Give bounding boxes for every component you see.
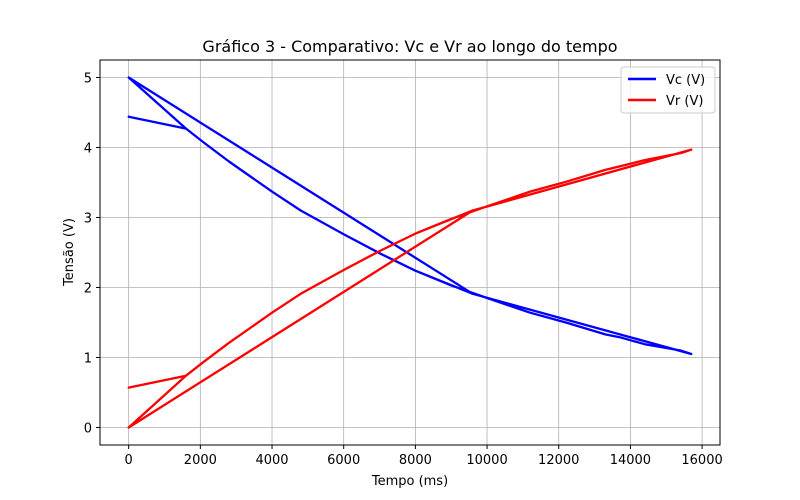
y-tick-label: 0 (84, 422, 92, 437)
series-layer (127, 76, 693, 429)
y-tick-label: 3 (84, 212, 92, 227)
y-tick-label: 5 (84, 72, 92, 87)
ticks-layer: 0 2000 4000 6000 8000 10000 12000 14000 16000 0 1 2… (84, 72, 723, 469)
x-tick-label: 0 (125, 453, 133, 468)
x-tick-label: 8000 (399, 453, 432, 468)
x-tick-label: 2000 (184, 453, 217, 468)
y-tick-label: 4 (84, 142, 92, 157)
plot-frame (99, 59, 721, 446)
x-tick-label: 6000 (327, 453, 360, 468)
y-tick-label: 1 (84, 352, 92, 367)
legend: Vc (V) Vr (V) (620, 66, 716, 114)
x-axis-label: Tempo (ms) (371, 474, 448, 489)
x-tick-label: 14000 (610, 453, 651, 468)
y-tick-label: 2 (84, 282, 92, 297)
y-axis-label: Tensão (V) (62, 218, 77, 287)
legend-label-vc: Vc (V) (666, 73, 705, 88)
x-tick-label: 10000 (466, 453, 507, 468)
series-line-vr (127, 148, 693, 429)
chart-title: Gráfico 3 - Comparativo: Vc e Vr ao long… (202, 37, 617, 56)
x-tick-label: 12000 (538, 453, 579, 468)
grid-layer (100, 60, 720, 445)
x-tick-label: 4000 (255, 453, 288, 468)
series-line-vc (127, 76, 693, 356)
legend-label-vr: Vr (V) (666, 94, 703, 109)
x-tick-label: 16000 (681, 453, 722, 468)
